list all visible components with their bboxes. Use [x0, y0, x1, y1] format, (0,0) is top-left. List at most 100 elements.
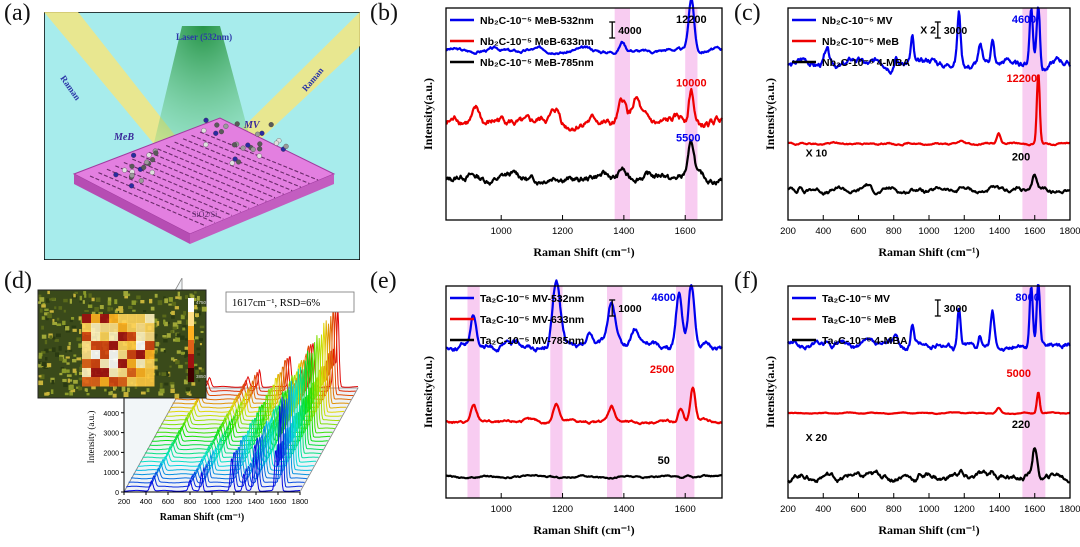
- optical-texture: [38, 362, 43, 368]
- optical-texture: [74, 291, 78, 294]
- optical-texture: [76, 337, 82, 342]
- molecule-atom: [141, 164, 147, 170]
- optical-texture: [153, 358, 158, 362]
- optical-texture: [123, 291, 129, 297]
- optical-texture: [152, 318, 158, 323]
- molecule-atom: [255, 131, 261, 137]
- colorbar-segment: [188, 368, 194, 382]
- optical-texture: [168, 297, 173, 302]
- highlight-band: [685, 8, 698, 220]
- optical-texture: [86, 392, 90, 396]
- optical-texture: [200, 368, 205, 373]
- optical-texture: [196, 347, 201, 351]
- highlight-band: [550, 286, 563, 498]
- optical-texture: [153, 333, 157, 339]
- optical-texture: [56, 317, 60, 321]
- raman-map-pixel: [127, 341, 137, 351]
- raman-map-pixel: [109, 323, 119, 333]
- optical-texture: [70, 316, 75, 320]
- series-line-3: [445, 473, 723, 480]
- optical-texture: [143, 310, 147, 313]
- optical-texture: [69, 390, 73, 396]
- optical-texture: [155, 350, 158, 355]
- optical-texture: [185, 387, 190, 392]
- optical-texture: [158, 391, 164, 396]
- optical-texture: [62, 358, 67, 363]
- panel-label-e: (e): [370, 268, 397, 294]
- optical-texture: [61, 368, 67, 374]
- legend-entry: Ta₂C-10⁻⁵ 4-MBA: [822, 335, 908, 347]
- optical-texture: [175, 296, 180, 299]
- raman-map-pixel: [136, 341, 146, 351]
- raman-map-pixel: [109, 350, 119, 360]
- optical-texture: [170, 312, 173, 315]
- y-axis-label: Intensity(a.u.): [763, 78, 777, 150]
- optical-texture: [79, 329, 82, 334]
- x-tick-label: 1600: [1024, 226, 1045, 237]
- optical-texture: [184, 338, 188, 341]
- molecule-atom: [144, 159, 150, 165]
- x-tick-label: 600: [851, 226, 867, 237]
- optical-texture: [154, 293, 158, 298]
- molecule-atom: [203, 142, 209, 148]
- molecule-atom: [234, 121, 240, 127]
- optical-texture: [69, 379, 73, 382]
- optical-texture: [45, 298, 50, 303]
- x-tick-label: 1200: [552, 226, 573, 237]
- series-line-3: [787, 173, 1071, 196]
- laser-label: Laser (532nm): [176, 32, 232, 42]
- y-tick-label: 0: [115, 490, 119, 497]
- raman-map-pixel: [100, 323, 110, 333]
- optical-texture: [155, 341, 160, 347]
- optical-texture: [183, 349, 188, 355]
- optical-texture: [200, 330, 204, 333]
- optical-texture: [39, 374, 45, 380]
- optical-texture: [41, 325, 44, 330]
- raman-map-pixel: [118, 359, 128, 369]
- panel-label-a: (a): [4, 0, 31, 26]
- colorbar-segment: [188, 340, 194, 354]
- optical-texture: [76, 386, 80, 389]
- optical-texture: [157, 300, 163, 306]
- x-tick-label: 1400: [248, 497, 265, 506]
- optical-texture: [131, 300, 136, 305]
- molecule-atom: [268, 122, 274, 128]
- optical-texture: [136, 295, 141, 300]
- y-tick-label: 1000: [103, 470, 119, 477]
- raman-map-pixel: [118, 350, 128, 360]
- panel-label-b: (b): [370, 0, 398, 26]
- optical-texture: [149, 298, 153, 304]
- raman-map-pixel: [91, 323, 101, 333]
- optical-texture: [68, 342, 71, 346]
- optical-texture: [153, 365, 158, 370]
- raman-map-pixel: [100, 332, 110, 342]
- optical-texture: [194, 304, 198, 310]
- raman-map-pixel: [127, 377, 137, 387]
- optical-texture: [169, 381, 175, 386]
- optical-texture: [199, 325, 205, 329]
- optical-texture: [55, 333, 61, 338]
- optical-texture: [72, 328, 77, 332]
- optical-texture: [171, 310, 175, 316]
- peak-value-label: 10000: [676, 77, 707, 89]
- optical-texture: [185, 295, 189, 299]
- multiplier-annotation: X 10: [806, 147, 828, 159]
- optical-texture: [84, 293, 87, 298]
- series-line-2: [445, 386, 723, 426]
- optical-texture: [47, 313, 52, 319]
- series-line-3: [445, 139, 723, 186]
- optical-texture: [194, 336, 199, 340]
- molecule-atom: [213, 130, 219, 136]
- optical-texture: [162, 314, 167, 318]
- optical-texture: [161, 372, 167, 376]
- optical-texture: [66, 362, 70, 365]
- optical-texture: [49, 310, 54, 313]
- optical-texture: [190, 294, 195, 300]
- optical-texture: [59, 372, 63, 376]
- molecule-atom: [283, 143, 289, 149]
- raman-map-pixel: [118, 332, 128, 342]
- optical-texture: [177, 320, 182, 324]
- peak-value-label: 220: [1012, 419, 1030, 431]
- optical-texture: [164, 382, 169, 386]
- peak-value-label: 4600: [1012, 14, 1036, 26]
